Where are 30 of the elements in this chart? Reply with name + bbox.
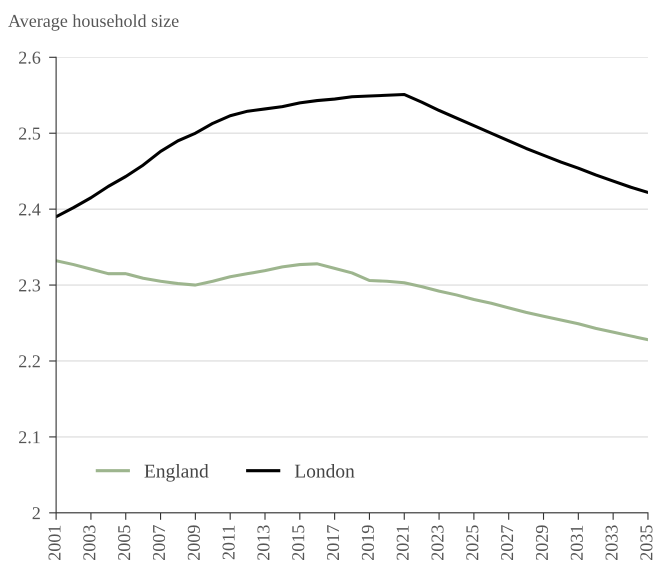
x-tick-label: 2007	[152, 525, 166, 560]
y-tick-label: 2.4	[19, 203, 41, 216]
x-tick-label: 2035	[640, 525, 652, 560]
y-tick-label: 2.1	[19, 431, 40, 444]
x-tick-label: 2027	[501, 525, 514, 560]
x-tick-label: 2031	[570, 526, 583, 560]
x-tick-label: 2003	[83, 525, 96, 560]
chart-title: Average household size	[8, 14, 179, 31]
x-tick-label: 2029	[536, 525, 548, 560]
x-tick-label: 2019	[362, 525, 374, 560]
x-tick-label: 2009	[188, 525, 200, 560]
x-tick-label: 2005	[118, 525, 130, 560]
x-tick-label: 2011	[222, 526, 235, 560]
line-series	[56, 259, 648, 342]
x-tick-label: 2015	[292, 525, 304, 560]
x-tick-label: 2025	[466, 525, 478, 560]
legend-label: London	[294, 464, 354, 478]
x-tick-label: 2013	[257, 525, 270, 560]
y-tick-label: 2.3	[19, 279, 40, 292]
y-tick-label: 2	[32, 507, 40, 520]
y-tick-label: 2.2	[19, 355, 40, 368]
legend-label: England	[144, 464, 209, 482]
x-tick-label: 2023	[431, 525, 444, 560]
y-tick-label: 2.6	[19, 52, 40, 64]
x-tick-label: 2021	[396, 526, 409, 560]
x-tick-label: 2001	[48, 526, 61, 560]
x-tick-label: 2017	[326, 525, 340, 560]
x-tick-label: 2033	[605, 525, 618, 560]
y-tick-label: 2.5	[19, 128, 40, 140]
line-series	[56, 92, 648, 218]
